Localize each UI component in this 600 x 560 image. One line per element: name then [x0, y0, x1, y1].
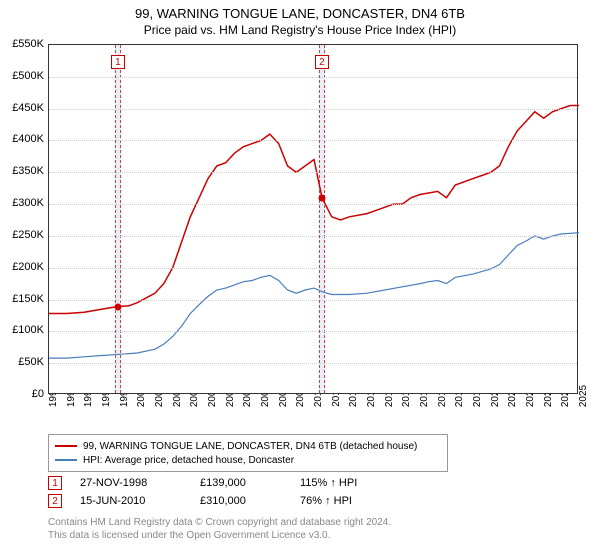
sale-price: £310,000: [200, 495, 300, 507]
sales-table: 1 27-NOV-1998 £139,000 115% ↑ HPI 2 15-J…: [48, 474, 400, 510]
chart-subtitle: Price paid vs. HM Land Registry's House …: [0, 21, 600, 41]
sale-point: [114, 303, 121, 310]
series-hpi: [49, 233, 579, 358]
ytick-label: £150K: [12, 293, 44, 305]
xtick-label: 2025: [578, 385, 589, 407]
series-property: [49, 106, 579, 314]
legend-item: HPI: Average price, detached house, Donc…: [55, 453, 441, 467]
chart-container: 99, WARNING TONGUE LANE, DONCASTER, DN4 …: [0, 0, 600, 560]
plot-svg: [49, 45, 579, 395]
sales-row: 1 27-NOV-1998 £139,000 115% ↑ HPI: [48, 474, 400, 492]
sale-price: £139,000: [200, 477, 300, 489]
footer: Contains HM Land Registry data © Crown c…: [48, 516, 391, 542]
ytick-label: £500K: [12, 70, 44, 82]
ytick-label: £550K: [12, 38, 44, 50]
ytick-label: £250K: [12, 229, 44, 241]
sale-index-box: 1: [48, 476, 62, 490]
sale-marker-box: 2: [315, 55, 329, 69]
legend-swatch: [55, 445, 77, 447]
legend-label: 99, WARNING TONGUE LANE, DONCASTER, DN4 …: [83, 441, 417, 452]
sale-date: 27-NOV-1998: [80, 477, 200, 489]
sale-point: [318, 194, 325, 201]
plot-area: 12: [48, 44, 578, 394]
ytick-label: £450K: [12, 102, 44, 114]
legend-item: 99, WARNING TONGUE LANE, DONCASTER, DN4 …: [55, 439, 441, 453]
sale-date: 15-JUN-2010: [80, 495, 200, 507]
ytick-label: £0: [32, 388, 44, 400]
ytick-label: £200K: [12, 261, 44, 273]
ytick-label: £300K: [12, 197, 44, 209]
legend: 99, WARNING TONGUE LANE, DONCASTER, DN4 …: [48, 434, 448, 472]
sales-row: 2 15-JUN-2010 £310,000 76% ↑ HPI: [48, 492, 400, 510]
ytick-label: £50K: [18, 356, 44, 368]
sale-delta: 76% ↑ HPI: [300, 495, 400, 507]
sale-delta: 115% ↑ HPI: [300, 477, 400, 489]
legend-label: HPI: Average price, detached house, Donc…: [83, 455, 294, 466]
ytick-label: £400K: [12, 133, 44, 145]
footer-line: Contains HM Land Registry data © Crown c…: [48, 516, 391, 529]
sale-index-box: 2: [48, 494, 62, 508]
legend-swatch: [55, 459, 77, 461]
sale-marker-box: 1: [111, 55, 125, 69]
chart-title: 99, WARNING TONGUE LANE, DONCASTER, DN4 …: [0, 0, 600, 21]
footer-line: This data is licensed under the Open Gov…: [48, 529, 391, 542]
ytick-label: £100K: [12, 324, 44, 336]
ytick-label: £350K: [12, 165, 44, 177]
